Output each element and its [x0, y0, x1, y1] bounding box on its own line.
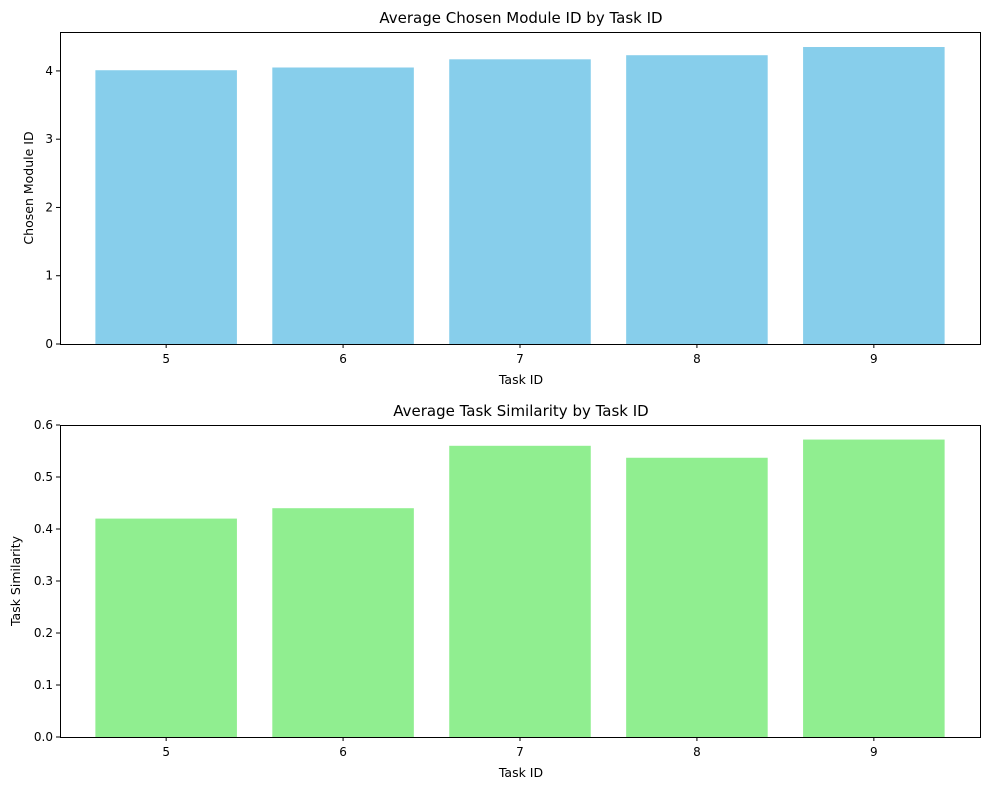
y-tick-label: 0.0: [34, 730, 53, 744]
bar-9: [803, 439, 945, 737]
x-tick-label: 8: [693, 745, 701, 759]
chart-title: Average Task Similarity by Task ID: [393, 402, 648, 420]
y-tick-label: 3: [45, 132, 53, 146]
bar-5: [95, 518, 237, 737]
y-tick-label: 0.4: [34, 522, 53, 536]
y-tick-label: 2: [45, 200, 53, 214]
chart-title: Average Chosen Module ID by Task ID: [379, 9, 662, 27]
chart-module-id: Average Chosen Module ID by Task ID 5 6 7 8…: [21, 9, 981, 387]
x-axis-label: Task ID: [498, 765, 543, 780]
y-tick-label: 4: [45, 64, 53, 78]
x-ticks: 5 6 7 8 9: [162, 737, 878, 759]
bar-7: [449, 59, 591, 344]
x-tick-label: 5: [162, 745, 170, 759]
x-tick-label: 7: [516, 745, 524, 759]
x-tick-label: 5: [162, 352, 170, 366]
chart-task-similarity: Average Task Similarity by Task ID 5 6 7 8 9…: [8, 402, 981, 780]
x-tick-label: 6: [339, 352, 347, 366]
x-tick-label: 7: [516, 352, 524, 366]
y-tick-label: 0.5: [34, 470, 53, 484]
bar-5: [95, 70, 237, 345]
bar-9: [803, 47, 945, 345]
y-ticks: 0.0 0.1 0.2 0.3 0.4 0.5 0.6: [34, 418, 60, 744]
y-axis-label: Chosen Module ID: [21, 131, 36, 244]
bars-group: [95, 47, 945, 345]
y-tick-label: 1: [45, 269, 53, 283]
y-ticks: 0 1 2 3 4: [45, 64, 60, 351]
x-tick-label: 8: [693, 352, 701, 366]
bar-7: [449, 445, 591, 737]
x-tick-label: 9: [870, 745, 878, 759]
y-tick-label: 0: [45, 337, 53, 351]
bars-group: [95, 439, 945, 737]
x-tick-label: 9: [870, 352, 878, 366]
bar-8: [626, 55, 768, 345]
x-axis-label: Task ID: [498, 372, 543, 387]
y-tick-label: 0.3: [34, 574, 53, 588]
y-tick-label: 0.2: [34, 626, 53, 640]
bar-8: [626, 457, 768, 737]
bar-6: [272, 67, 414, 344]
x-tick-label: 6: [339, 745, 347, 759]
y-tick-label: 0.6: [34, 418, 53, 432]
bar-6: [272, 508, 414, 737]
y-tick-label: 0.1: [34, 678, 53, 692]
x-ticks: 5 6 7 8 9: [162, 344, 878, 366]
y-axis-label: Task Similarity: [8, 535, 23, 627]
